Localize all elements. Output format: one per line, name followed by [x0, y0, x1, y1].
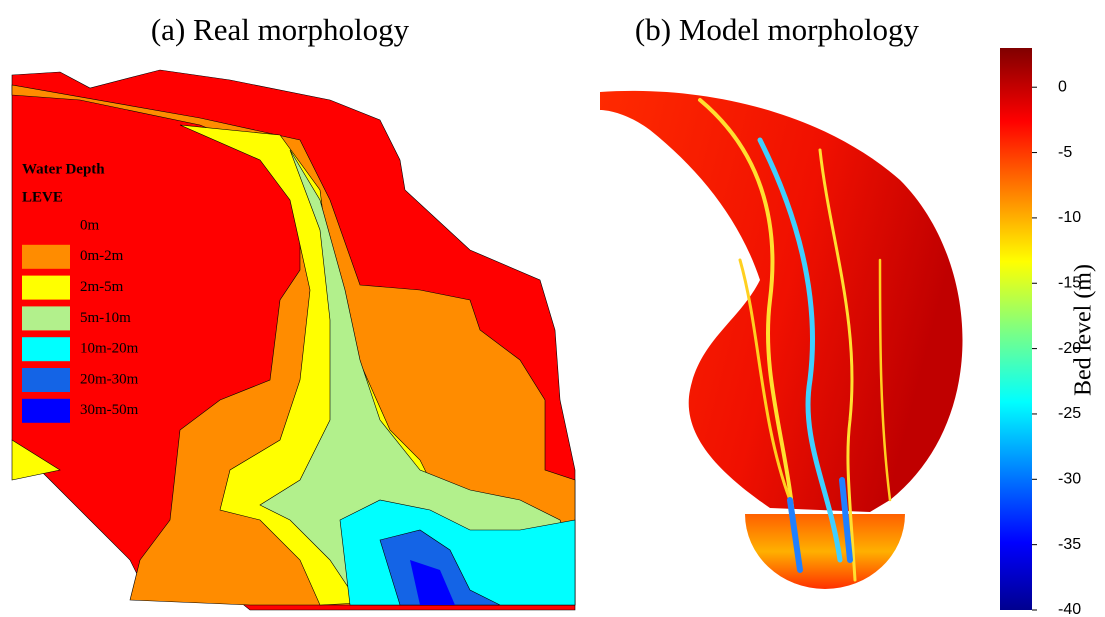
- tick-label: -30: [1058, 471, 1081, 488]
- model-map: [600, 91, 963, 589]
- tick-label: -40: [1058, 601, 1081, 617]
- tick-label: -5: [1058, 144, 1072, 161]
- legend-label: 10m-20m: [80, 341, 139, 357]
- legend-title: Water Depth: [22, 161, 105, 177]
- legend-swatch: [22, 368, 70, 392]
- tick-label: -35: [1058, 536, 1081, 553]
- legend-label: 5m-10m: [80, 310, 131, 326]
- legend-swatch: [22, 276, 70, 300]
- legend-label: 20m-30m: [80, 371, 139, 387]
- legend-swatch: [22, 337, 70, 361]
- tick-label: -25: [1058, 405, 1081, 422]
- panel-title: (a) Real morphology: [151, 12, 410, 47]
- colorbar-label: Bed level (m): [1071, 264, 1097, 396]
- tick-label: 0: [1058, 78, 1067, 95]
- legend-label: 30m-50m: [80, 402, 139, 418]
- legend-subtitle: LEVE: [22, 189, 63, 205]
- figure: (a) Real morphology (b) Model morphology…: [0, 0, 1105, 617]
- legend-label: 2m-5m: [80, 279, 124, 295]
- legend-label: 0m-2m: [80, 248, 124, 264]
- colorbar: [1000, 48, 1032, 610]
- legend-swatch: [22, 399, 70, 423]
- legend-swatch: [22, 214, 70, 238]
- legend-swatch: [22, 245, 70, 269]
- tick-label: -10: [1058, 209, 1081, 226]
- panel-title: (b) Model morphology: [635, 12, 920, 47]
- legend-label: 0m: [80, 217, 100, 233]
- legend-swatch: [22, 306, 70, 330]
